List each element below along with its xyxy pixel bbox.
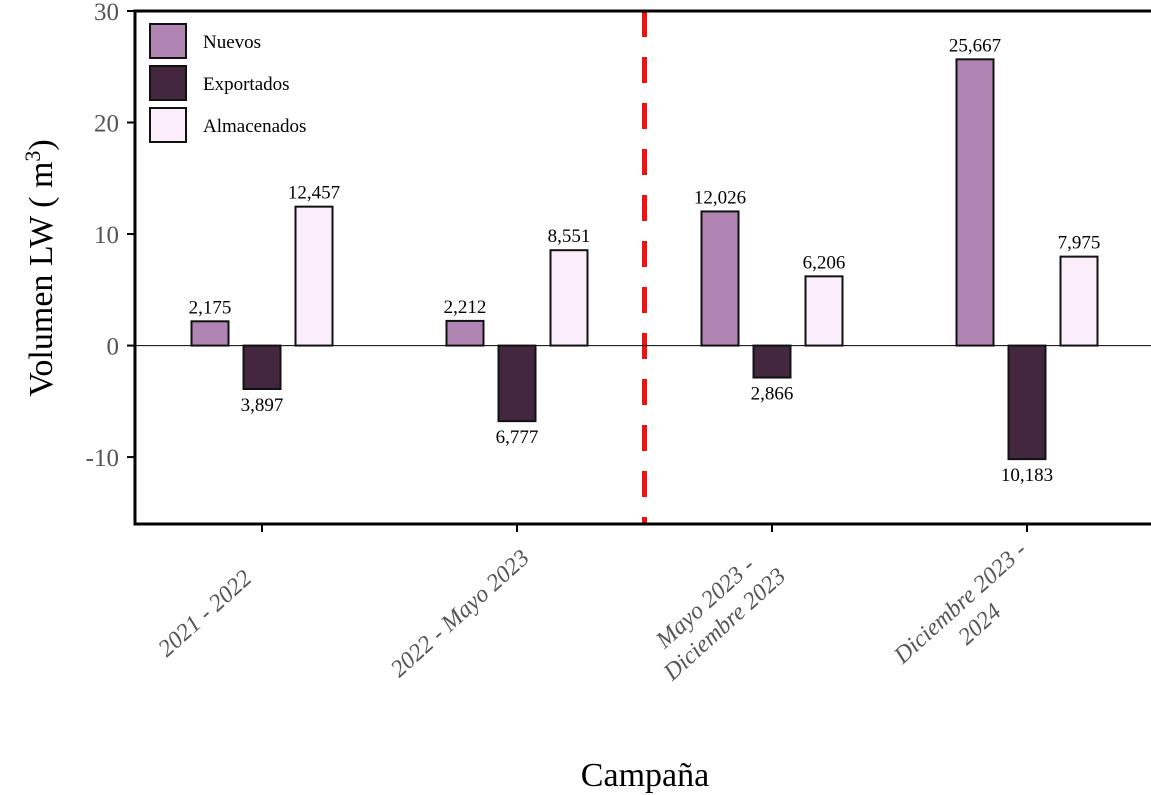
data-label-nuevos-1: 2,212 [444,297,487,318]
x-tick-label-line: Diciembre 2023 - [889,537,1032,670]
bar-exportados-0 [242,344,282,391]
data-label-exportados-0: 3,897 [241,395,284,416]
y-tick-label: 10 [94,222,119,249]
legend-label-almacenados: Almacenados [203,116,306,137]
bar-almacenados-2 [804,275,844,347]
bar-nuevos-1 [445,319,485,347]
data-label-exportados-1: 6,777 [496,427,539,448]
bar-almacenados-1 [549,249,589,347]
bar-exportados-1 [497,344,537,423]
data-label-exportados-2: 2,866 [751,384,794,405]
data-label-nuevos-3: 25,667 [949,35,1001,56]
x-tick-label-line: 2022 - Mayo 2023 [386,545,535,683]
bar-nuevos-3 [955,58,995,347]
bar-exportados-3 [1007,344,1047,461]
x-axis-title: Campaña [581,757,709,794]
y-tick-label: 0 [107,334,120,361]
data-label-almacenados-0: 12,457 [288,183,340,204]
data-label-exportados-3: 10,183 [1001,465,1053,486]
legend-label-nuevos: Nuevos [203,32,261,53]
legend-swatch-nuevos [149,23,187,59]
x-tick-label: Diciembre 2023 -2024 [889,537,1052,691]
data-label-nuevos-0: 2,175 [189,297,232,318]
bar-nuevos-2 [700,210,740,347]
data-label-almacenados-1: 8,551 [548,226,591,247]
y-tick-label: 30 [94,0,119,26]
bar-nuevos-0 [190,320,230,347]
x-tick-label-line: 2021 - 2022 [154,565,258,662]
y-axis-title-text: Volumen LW ( m [23,162,60,397]
x-tick-label: Mayo 2023 -Diciembre 2023 [639,542,791,687]
x-tick-label: 2021 - 2022 [154,565,258,662]
y-axis-title-close: ) [23,139,60,150]
bar-almacenados-3 [1059,255,1099,347]
x-tick-label: 2022 - Mayo 2023 [386,545,535,683]
y-tick-label: 20 [94,111,119,138]
y-axis-title: Volumen LW ( m3) [20,139,60,396]
data-label-almacenados-3: 7,975 [1058,233,1101,254]
y-tick-label: -10 [86,445,119,472]
legend-swatch-exportados [149,65,187,101]
axes-frame [133,9,1151,526]
legend-swatch-almacenados [149,107,187,143]
data-label-nuevos-2: 12,026 [694,187,746,208]
y-axis-title-superscript: 3 [20,151,45,162]
legend-label-exportados: Exportados [203,74,290,95]
bar-almacenados-0 [294,205,334,347]
bar-exportados-2 [752,344,792,379]
data-label-almacenados-2: 6,206 [803,252,846,273]
